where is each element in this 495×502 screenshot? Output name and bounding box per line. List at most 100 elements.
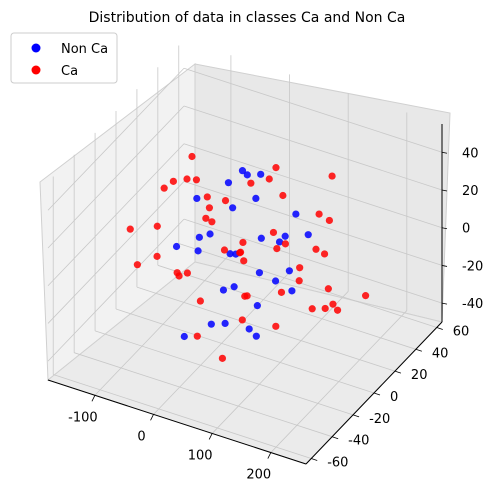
legend-marker-non-ca <box>31 43 41 53</box>
z-gridline <box>47 105 185 249</box>
z-tick <box>441 302 448 305</box>
data-point-non-ca <box>288 287 296 295</box>
data-point-non-ca <box>257 234 265 242</box>
axes-box <box>39 62 451 465</box>
z-tick <box>441 265 448 267</box>
z-tick-label: -40 <box>462 297 483 312</box>
y-gridline <box>53 374 312 459</box>
grid-lines <box>47 45 443 459</box>
data-point-ca <box>160 184 168 192</box>
data-point-non-ca <box>195 233 203 241</box>
data-point-non-ca <box>281 232 289 240</box>
legend-label-non-ca: Non Ca <box>61 42 108 57</box>
y-gridline <box>94 330 354 416</box>
data-point-ca <box>329 300 337 308</box>
z-tick-label: 40 <box>462 146 479 161</box>
data-point-ca <box>240 257 248 265</box>
y-tick <box>394 370 402 374</box>
z-gridline <box>47 143 185 286</box>
data-point-ca <box>272 322 280 330</box>
x-tick <box>208 433 213 440</box>
y-tick <box>415 348 422 352</box>
data-point-ca <box>247 179 255 187</box>
data-point-non-ca <box>304 231 312 239</box>
data-point-ca <box>169 177 177 185</box>
y-axis-line <box>305 321 443 465</box>
data-point-non-ca <box>206 230 214 238</box>
data-point-non-ca <box>172 242 181 251</box>
y-tick <box>332 436 339 440</box>
data-point-non-ca <box>243 171 251 179</box>
data-point-ca <box>325 216 333 225</box>
data-point-non-ca <box>271 277 280 285</box>
data-point-ca <box>324 285 332 293</box>
data-point-ca <box>272 164 280 172</box>
y-tick-label: -60 <box>327 456 348 471</box>
z-tick <box>441 189 448 192</box>
data-point-ca <box>265 175 273 183</box>
data-point-ca <box>328 172 336 180</box>
data-point-non-ca <box>224 179 233 187</box>
data-point-ca <box>320 250 329 258</box>
data-point-non-ca <box>253 302 261 310</box>
chart-title: Distribution of data in classes Ca and N… <box>89 10 406 26</box>
data-point-ca <box>192 176 201 184</box>
data-point-non-ca <box>257 170 265 178</box>
data-point-ca <box>236 248 245 256</box>
data-point-ca <box>277 288 286 296</box>
y-tick-label: 60 <box>453 324 470 339</box>
data-point-ca <box>333 306 342 314</box>
data-point-ca <box>221 196 230 205</box>
data-point-non-ca <box>245 325 253 333</box>
data-point-non-ca <box>193 194 201 203</box>
z-tick <box>441 151 448 154</box>
data-point-ca <box>218 354 227 362</box>
x-tick <box>267 452 272 459</box>
data-point-ca <box>312 245 320 253</box>
z-gridline <box>183 67 443 153</box>
data-point-ca <box>243 292 251 300</box>
y-tick <box>311 458 318 461</box>
legend: Non Ca Ca <box>10 32 118 84</box>
data-point-ca <box>202 214 210 222</box>
z-tick-label: -20 <box>462 259 483 274</box>
y-tick <box>436 327 443 330</box>
y-tick-label: 40 <box>432 346 449 361</box>
data-point-non-ca <box>219 286 228 294</box>
y-gridline <box>74 352 333 438</box>
z-tick-label: 20 <box>462 184 479 199</box>
x-axis-line <box>47 379 307 465</box>
x-tick <box>150 414 154 421</box>
y-tick-label: -40 <box>348 434 369 449</box>
data-point-non-ca <box>194 247 202 255</box>
data-point-non-ca <box>229 204 237 212</box>
z-gridline <box>47 218 185 362</box>
x-tick-label: 0 <box>137 429 145 444</box>
x-tick-label: -100 <box>68 410 98 425</box>
x-tick-label: 100 <box>188 448 213 463</box>
data-point-ca <box>279 191 287 200</box>
data-point-ca <box>193 332 201 340</box>
data-point-ca <box>153 222 161 230</box>
data-point-ca <box>239 238 247 247</box>
data-point-ca <box>203 193 211 201</box>
data-point-ca <box>296 264 304 272</box>
y-gridline <box>136 286 396 372</box>
data-point-non-ca <box>252 194 260 203</box>
data-point-non-ca <box>285 267 293 275</box>
data-point-ca <box>238 316 246 324</box>
y-gridline <box>178 243 437 328</box>
data-point-ca <box>273 244 281 253</box>
data-point-non-ca <box>226 250 234 258</box>
y-tick-label: 0 <box>390 390 398 405</box>
data-point-ca <box>315 210 323 218</box>
data-point-ca <box>153 252 161 260</box>
z-gridline <box>183 218 443 304</box>
data-point-ca <box>308 305 316 313</box>
z-gridline <box>47 68 185 211</box>
data-point-non-ca <box>255 269 264 277</box>
data-point-ca <box>183 175 191 183</box>
data-point-ca <box>295 277 303 285</box>
data-point-ca <box>196 297 204 305</box>
